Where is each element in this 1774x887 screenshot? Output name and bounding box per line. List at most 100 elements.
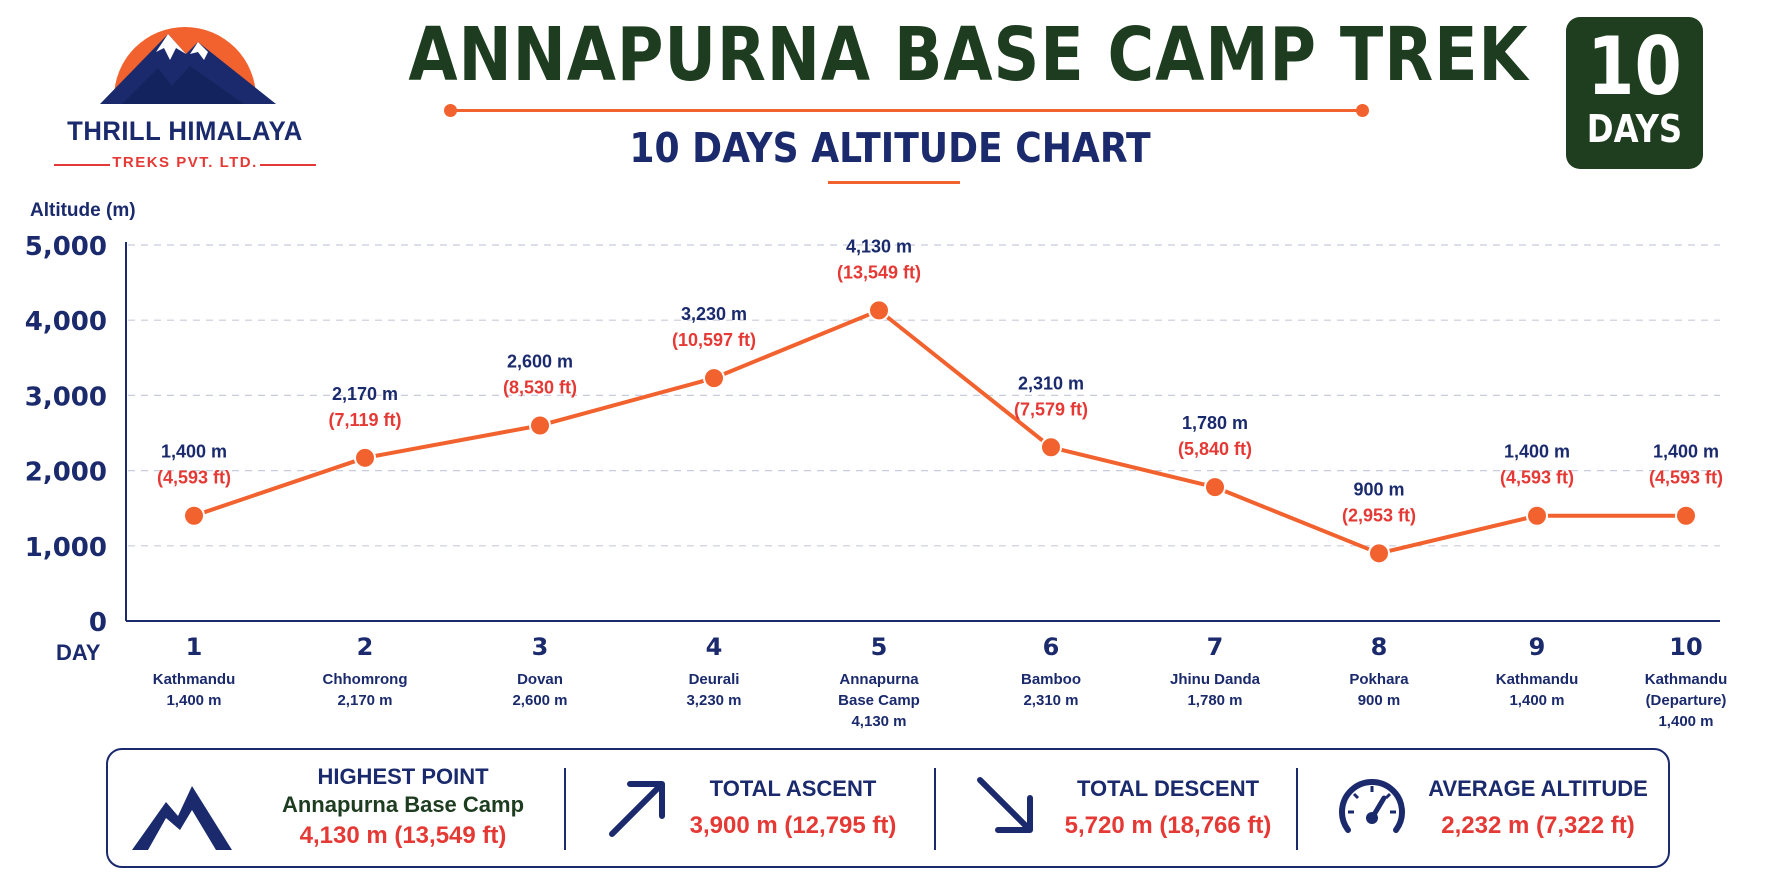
data-label-meters: 3,230 m: [681, 304, 747, 324]
stop-label: 2,170 m: [337, 692, 392, 709]
stop-label: Jhinu Danda: [1170, 671, 1261, 688]
data-points: [183, 299, 1697, 565]
highest-point-place: Annapurna Base Camp: [281, 792, 525, 817]
stop-label: 1,400 m: [166, 692, 221, 709]
y-tick-label: 3,000: [25, 382, 107, 412]
x-tick-label: 6: [1043, 633, 1060, 661]
data-point: [529, 414, 551, 437]
stop-label: 4,130 m: [851, 713, 906, 730]
data-point: [354, 446, 376, 469]
stop-label: Deurali: [689, 671, 740, 688]
brand-divider-left: [54, 164, 110, 166]
data-label-feet: (10,597 ft): [672, 330, 756, 350]
data-point: [183, 504, 205, 527]
total-descent-label: TOTAL DESCENT: [1076, 776, 1260, 801]
stat-divider: [934, 768, 936, 850]
average-altitude-label: AVERAGE ALTITUDE: [1428, 776, 1648, 801]
data-label-meters: 900 m: [1353, 479, 1404, 499]
brand-tagline: TREKS PVT. LTD.: [112, 154, 258, 171]
stat-divider: [1296, 768, 1298, 850]
data-label-meters: 1,400 m: [161, 442, 227, 462]
y-tick-label: 0: [89, 608, 107, 638]
data-label-feet: (5,840 ft): [1178, 439, 1252, 459]
stop-label: Kathmandu: [1496, 671, 1579, 688]
data-label-feet: (4,593 ft): [1649, 468, 1723, 488]
x-tick-label: 7: [1207, 633, 1224, 661]
total-ascent-value: 3,900 m (12,795 ft): [689, 812, 897, 839]
stats-panel: HIGHEST POINT Annapurna Base Camp 4,130 …: [106, 748, 1670, 868]
subtitle-underline: [828, 181, 960, 184]
data-label-meters: 1,400 m: [1653, 442, 1719, 462]
data-label-feet: (7,119 ft): [328, 410, 401, 430]
average-altitude-value: 2,232 m (7,322 ft): [1441, 812, 1635, 839]
stop-label: 1,400 m: [1658, 713, 1713, 730]
stop-label: 900 m: [1358, 692, 1401, 709]
stop-label: 2,600 m: [512, 692, 567, 709]
data-label-feet: (8,530 ft): [503, 377, 577, 397]
data-label-feet: (13,549 ft): [837, 262, 921, 282]
data-label-meters: 1,400 m: [1504, 442, 1570, 462]
stop-label: Bamboo: [1021, 671, 1081, 688]
data-labels: 1,400 m (4,593 ft) 2,170 m (7,119 ft) 2,600 …: [157, 236, 1723, 525]
mountain-icon: [132, 786, 232, 850]
x-tick-label: 9: [1529, 633, 1546, 661]
stop-label: Base Camp: [838, 692, 920, 709]
data-point: [1526, 504, 1548, 527]
highest-point-label: HIGHEST POINT: [317, 764, 489, 789]
page-subtitle: 10 DAYS ALTITUDE CHART: [629, 124, 1151, 172]
chart-grid: [128, 244, 1720, 547]
stop-label: 1,400 m: [1509, 692, 1564, 709]
data-point: [1204, 476, 1226, 499]
data-label-meters: 2,170 m: [332, 384, 398, 404]
data-point: [1675, 504, 1697, 527]
arrow-down-right-icon: [977, 777, 1033, 833]
x-tick-label: 8: [1371, 633, 1388, 661]
stat-divider: [564, 768, 566, 850]
total-descent-value: 5,720 m (18,766 ft): [1064, 812, 1272, 839]
y-tick-labels: 0 1,000 2,000 3,000 4,000 5,000: [25, 232, 107, 638]
data-point: [868, 299, 890, 322]
title-underline: [450, 109, 1362, 112]
data-point: [1040, 436, 1062, 459]
data-label-feet: (2,953 ft): [1342, 505, 1416, 525]
highest-point-value: 4,130 m (13,549 ft): [299, 822, 507, 849]
stop-label: Chhomrong: [323, 671, 408, 688]
data-point: [703, 367, 725, 390]
y-tick-label: 1,000: [25, 533, 107, 563]
stop-label: 1,780 m: [1187, 692, 1242, 709]
total-ascent-label: TOTAL ASCENT: [709, 776, 877, 801]
stop-label: 2,310 m: [1023, 692, 1078, 709]
x-tick-label: 5: [871, 633, 888, 661]
data-label-meters: 4,130 m: [846, 236, 912, 256]
data-label-feet: (4,593 ft): [1500, 468, 1574, 488]
brand-name: THRILL HIMALAYA: [67, 116, 303, 146]
data-point: [1368, 542, 1390, 565]
stop-label: Kathmandu: [1645, 671, 1728, 688]
data-label-feet: (4,593 ft): [157, 468, 231, 488]
altitude-line: [193, 308, 1686, 556]
y-tick-label: 2,000: [25, 458, 107, 488]
title-underline-dot-right: [1356, 104, 1369, 117]
data-label-meters: 2,600 m: [507, 351, 573, 371]
data-label-feet: (7,579 ft): [1014, 399, 1088, 419]
x-tick-label: 1: [186, 633, 203, 661]
y-tick-label: 5,000: [25, 232, 107, 262]
mountain-sun-icon: [100, 27, 276, 104]
gauge-icon: [1339, 779, 1405, 833]
x-tick-labels: 1 Kathmandu 1,400 m 2 Chhomrong 2,170 m 3 Dovan…: [153, 633, 1728, 730]
brand-logo: THRILL HIMALAYA TREKS PVT. LTD.: [40, 8, 330, 178]
days-badge: 10 DAYS: [1566, 17, 1703, 169]
stop-label: Annapurna: [839, 671, 919, 688]
data-label-meters: 1,780 m: [1182, 413, 1248, 433]
stop-label: 3,230 m: [686, 692, 741, 709]
stop-label: (Departure): [1646, 692, 1727, 709]
days-badge-word: DAYS: [1586, 107, 1683, 151]
y-tick-label: 4,000: [25, 307, 107, 337]
stop-label: Dovan: [517, 671, 563, 688]
x-tick-label: 3: [532, 633, 549, 661]
days-badge-number: 10: [1587, 20, 1682, 113]
x-axis-label: DAY: [56, 640, 101, 665]
x-tick-label: 10: [1669, 633, 1702, 661]
brand-divider-right: [260, 164, 316, 166]
